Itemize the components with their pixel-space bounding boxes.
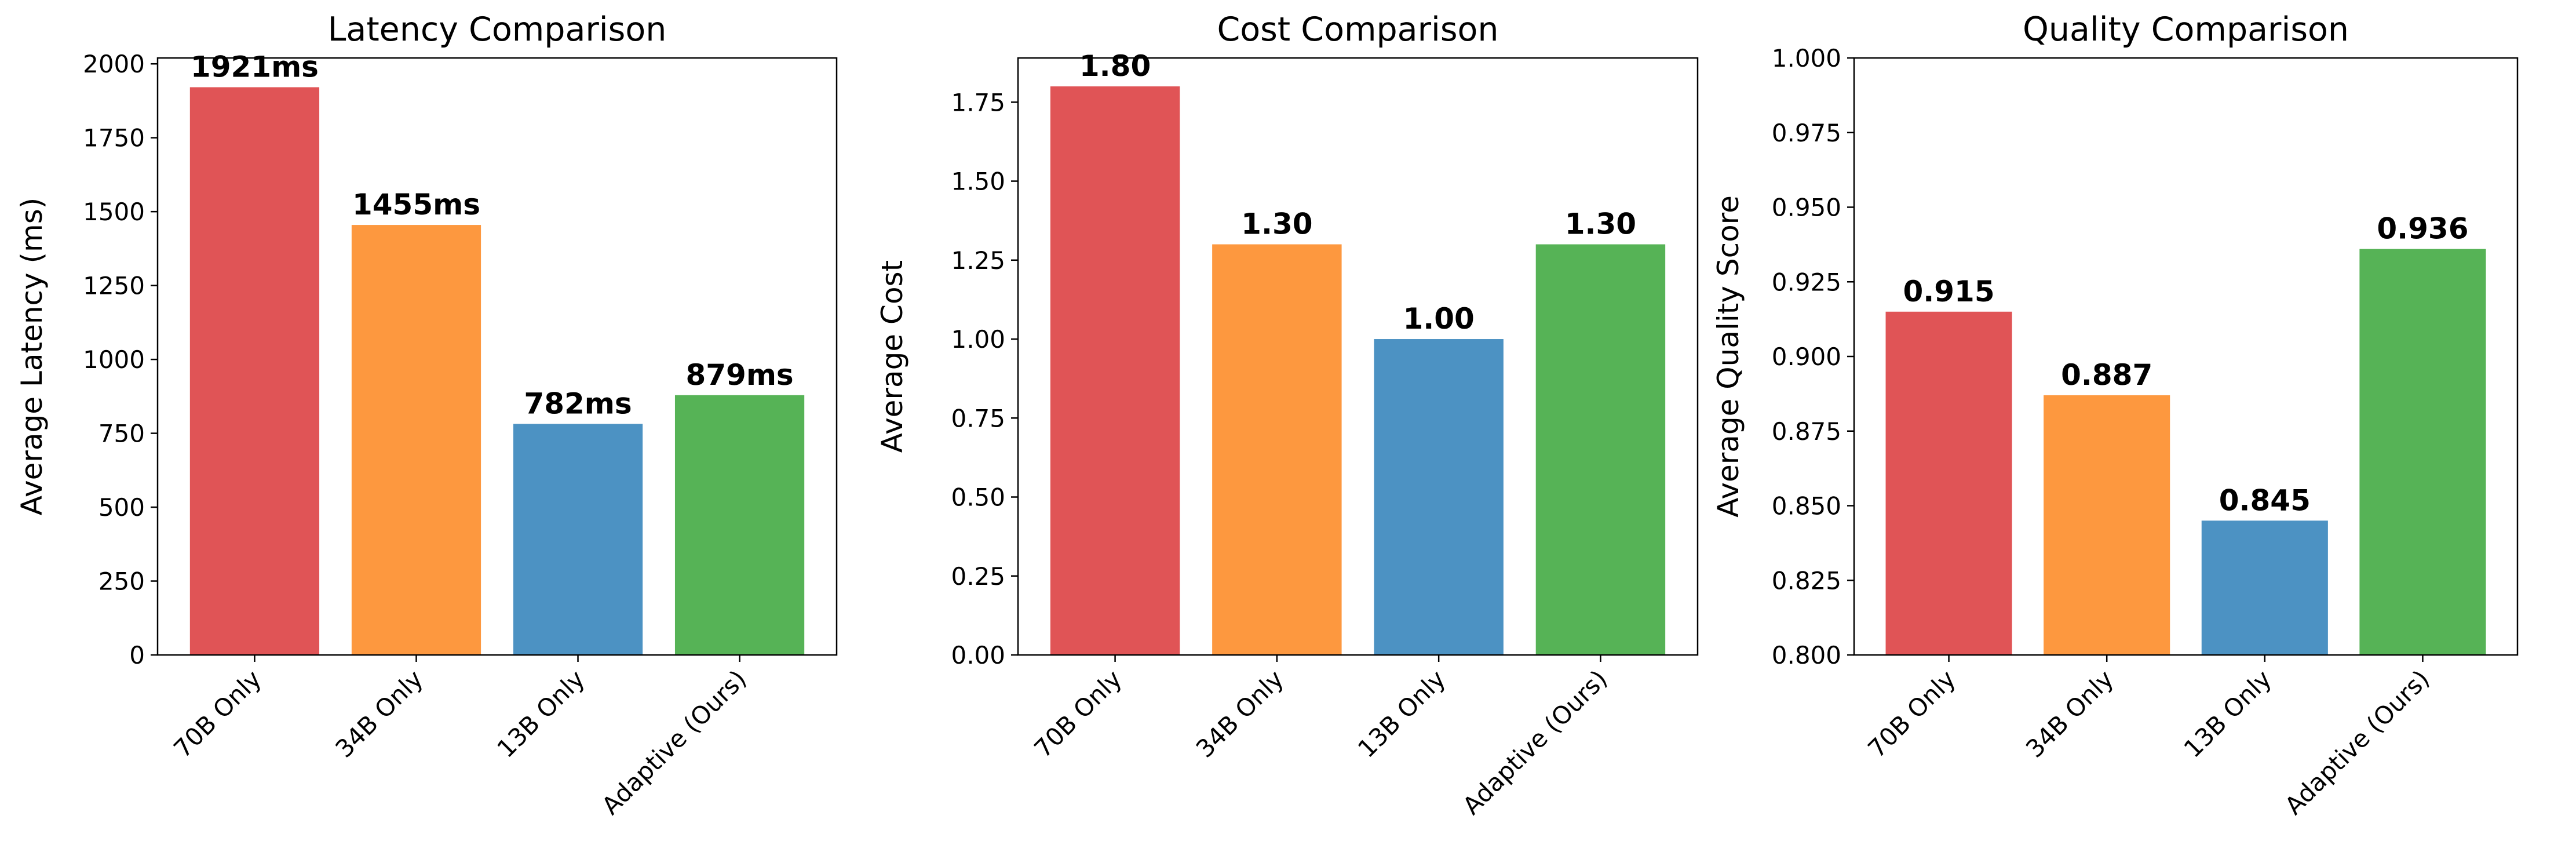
cost-bar-adaptive-ours — [1535, 244, 1666, 655]
quality-bar-13b-only — [2201, 520, 2328, 655]
latency-value-label-adaptive-ours: 879ms — [685, 358, 793, 392]
quality-axes-frame — [1853, 57, 2519, 656]
latency-ytick-label: 2000 — [83, 50, 145, 78]
quality-ytick-label: 0.850 — [1772, 492, 1841, 520]
quality-ytick-label: 0.975 — [1772, 119, 1841, 147]
latency-chart-title: Latency Comparison — [328, 10, 667, 49]
cost-ytick-label: 0.50 — [951, 483, 1005, 512]
quality-ytick-label: 1.000 — [1772, 44, 1841, 72]
latency-ytick-label: 1000 — [83, 345, 145, 374]
quality-ytick-label: 0.925 — [1772, 268, 1841, 296]
quality-value-label-adaptive-ours: 0.936 — [2377, 212, 2468, 246]
latency-ytick-label: 250 — [98, 567, 145, 596]
cost-ytick-label: 1.25 — [951, 246, 1005, 275]
quality-chart-panel: Quality Comparison Average Quality Score… — [1712, 10, 2519, 820]
quality-chart-title: Quality Comparison — [2023, 10, 2349, 49]
cost-bar-13b-only — [1374, 339, 1504, 655]
latency-chart-ylabel: Average Latency (ms) — [15, 198, 49, 516]
quality-chart-ylabel: Average Quality Score — [1712, 195, 1745, 518]
cost-ytick-label: 0.00 — [951, 641, 1005, 669]
cost-bar-70b-only — [1050, 86, 1180, 656]
cost-ytick-label: 1.75 — [951, 88, 1005, 116]
cost-chart-title: Cost Comparison — [1217, 10, 1498, 49]
latency-ytick-label: 1750 — [83, 124, 145, 152]
latency-bar-13b-only — [513, 424, 643, 655]
quality-ytick-label: 0.800 — [1772, 641, 1841, 669]
cost-ytick-label: 1.50 — [951, 168, 1005, 196]
cost-value-label-adaptive-ours: 1.30 — [1565, 207, 1636, 241]
latency-axes-frame — [156, 57, 838, 656]
quality-value-label-70b-only: 0.915 — [1903, 275, 1994, 308]
quality-bar-70b-only — [1885, 311, 2012, 655]
latency-ytick-label: 0 — [129, 641, 145, 669]
cost-axes-frame — [1017, 57, 1699, 656]
latency-ytick-label: 1500 — [83, 198, 145, 226]
latency-ytick-label: 1250 — [83, 272, 145, 300]
latency-bar-adaptive-ours — [674, 395, 805, 655]
cost-chart-ylabel: Average Cost — [875, 260, 909, 453]
latency-bar-34b-only — [351, 225, 481, 655]
quality-bar-34b-only — [2044, 395, 2170, 655]
latency-value-label-70b-only: 1921ms — [191, 50, 319, 83]
latency-value-label-13b-only: 782ms — [524, 387, 632, 420]
quality-ytick-label: 0.825 — [1772, 566, 1841, 595]
quality-ytick-label: 0.950 — [1772, 194, 1841, 222]
quality-bar-adaptive-ours — [2359, 249, 2486, 656]
cost-ytick-label: 1.00 — [951, 325, 1005, 354]
quality-value-label-34b-only: 0.887 — [2061, 358, 2152, 392]
latency-bar-70b-only — [189, 87, 320, 655]
quality-ytick-label: 0.875 — [1772, 417, 1841, 446]
cost-value-label-70b-only: 1.80 — [1079, 49, 1151, 83]
cost-bar-34b-only — [1212, 244, 1342, 655]
cost-ytick-label: 0.75 — [951, 404, 1005, 432]
cost-ytick-label: 0.25 — [951, 562, 1005, 591]
latency-value-label-34b-only: 1455ms — [352, 188, 480, 221]
quality-ytick-label: 0.900 — [1772, 343, 1841, 371]
latency-ytick-label: 750 — [98, 420, 145, 448]
cost-value-label-13b-only: 1.00 — [1403, 302, 1474, 336]
cost-value-label-34b-only: 1.30 — [1241, 207, 1312, 241]
quality-value-label-13b-only: 0.845 — [2219, 483, 2311, 517]
latency-ytick-label: 500 — [98, 493, 145, 522]
